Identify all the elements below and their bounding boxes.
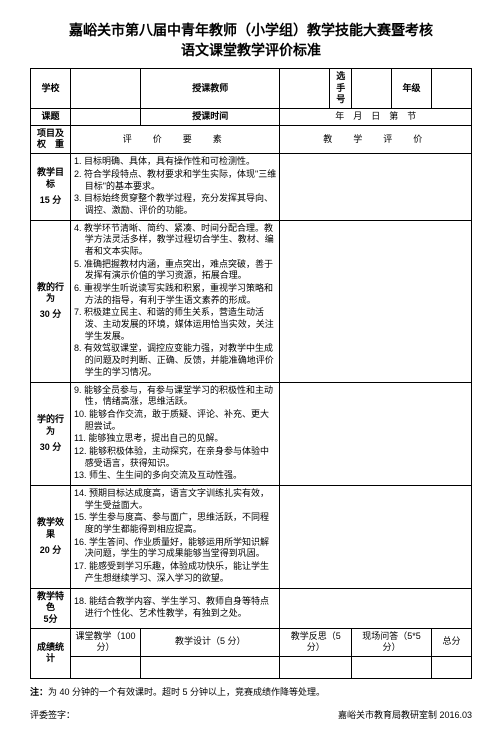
cell-school: [71, 69, 141, 109]
section-effect-label: 教学效果 20 分: [31, 486, 71, 589]
label-grade: 年级: [392, 69, 432, 109]
cell-topic: [71, 109, 141, 126]
label-teacher: 授课教师: [141, 69, 280, 109]
label-school: 学校: [31, 69, 71, 109]
score-class-teaching: 课堂教学（100 分）: [71, 628, 141, 656]
list-item: 7. 积极建立民主、和谐的师生关系，营造生动活泼、主动发展的环境，媒体运用恰当实…: [74, 307, 276, 342]
score-cell: [141, 656, 280, 678]
teacher-text: 教的行为: [34, 282, 67, 305]
signer-label: 评委签字：: [30, 708, 75, 721]
table-row: 课题 授课时间 年 月 日 第 节: [31, 109, 472, 126]
goal-eval: [280, 154, 472, 220]
effect-text: 教学效果: [34, 517, 67, 540]
org-label: 嘉峪关市教育局教研室制 2016.03: [338, 708, 472, 721]
list-item: 1. 目标明确、具体，具有操作性和可检测性。: [74, 156, 276, 168]
table-row: 学的行为 30 分 9. 能够全员参与，有参与课堂学习的积极性和主动性，情绪高涨…: [31, 382, 472, 486]
section-feature-label: 教学特色 5分: [31, 588, 71, 628]
score-label: 成绩统计: [31, 628, 71, 678]
page-subtitle: 语文课堂教学评价标准: [30, 40, 472, 60]
score-design: 教学设计（5 分）: [141, 628, 280, 656]
list-item: 15. 学生参与度高、参与面广，思维活跃，不同程度的学生都能得到相应提高。: [74, 512, 276, 535]
goal-points: 15 分: [34, 195, 67, 207]
student-criteria: 9. 能够全员参与，有参与课堂学习的积极性和主动性，情绪高涨，思维活跃。 10.…: [71, 382, 280, 486]
note-prefix: 注：: [30, 687, 48, 697]
list-item: 6. 重视学生听说读写实践和积累，重视学习策略和方法的指导，有利于学生语文素养的…: [74, 283, 276, 306]
teacher-criteria: 4. 教学环节清晰、简约、紧凑、时间分配合理。教学方法灵活多样，教学过程切合学生…: [71, 220, 280, 382]
label-topic: 课题: [31, 109, 71, 126]
score-cell: [352, 656, 432, 678]
section-teacher-label: 教的行为 30 分: [31, 220, 71, 382]
cell-no: [352, 69, 392, 109]
label-item-weight: 项目及权 重: [31, 125, 71, 153]
cell-teacher: [280, 69, 330, 109]
goal-criteria: 1. 目标明确、具体，具有操作性和可检测性。 2. 符合学段特点、教材要求和学生…: [71, 154, 280, 220]
evaluation-table: 学校 授课教师 选手号 年级 课题 授课时间 年 月 日 第 节 项目及权 重 …: [30, 68, 472, 679]
list-item: 16. 学生答问、作业质量好，能够运用所学知识解决问题，学生的学习成果能够当堂得…: [74, 537, 276, 560]
effect-criteria: 14. 预期目标达成度高，语言文字训练扎实有效，学生受益面大。 15. 学生参与…: [71, 486, 280, 589]
list-item: 13. 师生、生生间的多向交流及互动性强。: [74, 470, 276, 482]
student-text: 学的行为: [34, 414, 67, 437]
list-item: 14. 预期目标达成度高，语言文字训练扎实有效，学生受益面大。: [74, 488, 276, 511]
feature-points: 5分: [34, 614, 67, 626]
cell-date: 年 月 日 第 节: [280, 109, 472, 126]
page-title: 嘉峪关市第八届中青年教师（小学组）教学技能大赛暨考核: [30, 20, 472, 40]
label-time: 授课时间: [141, 109, 280, 126]
teacher-points: 30 分: [34, 309, 67, 321]
list-item: 12. 能够积极体验，主动探究，在亲身参与体验中感受语言，获得知识。: [74, 446, 276, 469]
score-qa: 现场问答（5*5 分）: [352, 628, 432, 656]
list-item: 3. 目标始终贯穿整个教学过程，充分发挥其导向、调控、激励、评价的功能。: [74, 193, 276, 216]
score-cell: [71, 656, 141, 678]
feature-criteria: 18. 能结合教学内容、学生学习、教师自身等特点进行个性化、艺术性教学，有独到之…: [71, 588, 280, 628]
score-reflection: 教学反思（5 分）: [280, 628, 352, 656]
table-row: 成绩统计 课堂教学（100 分） 教学设计（5 分） 教学反思（5 分） 现场问…: [31, 628, 472, 656]
label-no: 选手号: [330, 69, 352, 109]
list-item: 10. 能够合作交流，敢于质疑、评论、补充、更大胆尝试。: [74, 409, 276, 432]
list-item: 2. 符合学段特点、教材要求和学生实际，体现"三维目标"的基本要求。: [74, 169, 276, 192]
feature-eval: [280, 588, 472, 628]
label-eval: 教 学 评 价: [280, 125, 472, 153]
list-item: 8. 有效驾驭课堂，调控应变能力强，对教学中生成的问题及时判断、正确、反馈，并能…: [74, 343, 276, 378]
list-item: 4. 教学环节清晰、简约、紧凑、时间分配合理。教学方法灵活多样，教学过程切合学生…: [74, 223, 276, 258]
label-criteria: 评 价 要 素: [71, 125, 280, 153]
note-text: 为 40 分钟的一个有效课时。超时 5 分钟以上，竞赛成绩作降等处理。: [48, 687, 325, 697]
effect-eval: [280, 486, 472, 589]
teacher-eval: [280, 220, 472, 382]
student-points: 30 分: [34, 442, 67, 454]
section-goal-label: 教学目标 15 分: [31, 154, 71, 220]
effect-points: 20 分: [34, 545, 67, 557]
cell-grade: [432, 69, 472, 109]
footer: 评委签字： 嘉峪关市教育局教研室制 2016.03: [30, 708, 472, 721]
score-cell: [432, 656, 472, 678]
list-item: 18. 能结合教学内容、学生学习、教师自身等特点进行个性化、艺术性教学，有独到之…: [74, 596, 276, 619]
score-total: 总分: [432, 628, 472, 656]
table-row: 教学特色 5分 18. 能结合教学内容、学生学习、教师自身等特点进行个性化、艺术…: [31, 588, 472, 628]
table-row: 教学效果 20 分 14. 预期目标达成度高，语言文字训练扎实有效，学生受益面大…: [31, 486, 472, 589]
list-item: 17. 能感受到学习乐趣，体验成功快乐，能让学生产生想继续学习、深入学习的欲望。: [74, 561, 276, 584]
list-item: 11. 能够独立思考，提出自己的见解。: [74, 433, 276, 445]
table-row: 学校 授课教师 选手号 年级: [31, 69, 472, 109]
table-row: 项目及权 重 评 价 要 素 教 学 评 价: [31, 125, 472, 153]
section-student-label: 学的行为 30 分: [31, 382, 71, 486]
score-cell: [280, 656, 352, 678]
table-row: [31, 656, 472, 678]
list-item: 5. 准确把握教材内涵，重点突出，难点突破，善于发挥有演示价值的学习资源，拓展合…: [74, 259, 276, 282]
goal-text: 教学目标: [34, 167, 67, 190]
student-eval: [280, 382, 472, 486]
list-item: 9. 能够全员参与，有参与课堂学习的积极性和主动性，情绪高涨，思维活跃。: [74, 385, 276, 408]
table-row: 教学目标 15 分 1. 目标明确、具体，具有操作性和可检测性。 2. 符合学段…: [31, 154, 472, 220]
note: 注：为 40 分钟的一个有效课时。超时 5 分钟以上，竞赛成绩作降等处理。: [30, 685, 472, 698]
table-row: 教的行为 30 分 4. 教学环节清晰、简约、紧凑、时间分配合理。教学方法灵活多…: [31, 220, 472, 382]
feature-text: 教学特色: [34, 591, 67, 614]
